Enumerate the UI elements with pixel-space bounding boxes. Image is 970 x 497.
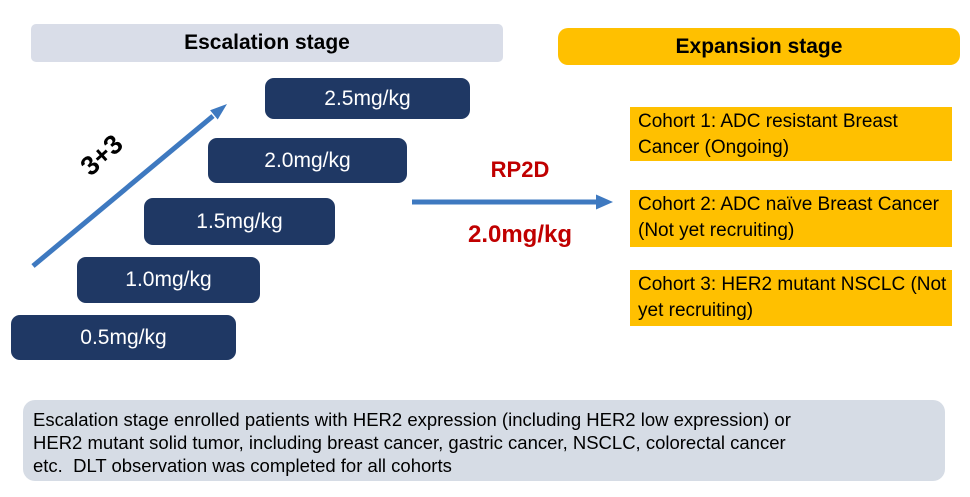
footnote-box: Escalation stage enrolled patients with … (23, 400, 945, 481)
footnote-line: HER2 mutant solid tumor, including breas… (33, 432, 786, 453)
dose-box-2.0mgkg: 2.0mg/kg (208, 138, 407, 183)
footnote-line: etc. DLT observation was completed for a… (33, 455, 452, 476)
cohort-3-box: Cohort 3: HER2 mutant NSCLC (Not yet rec… (630, 270, 952, 326)
expansion-stage-header: Expansion stage (558, 28, 960, 65)
dose-escalation-arrow-icon (31, 104, 227, 268)
footnote-line: Escalation stage enrolled patients with … (33, 409, 791, 430)
cohort-1-box: Cohort 1: ADC resistant Breast Cancer (O… (630, 107, 952, 161)
cohort-2-box: Cohort 2: ADC naïve Breast Cancer (Not y… (630, 190, 952, 247)
rp2d-arrow-icon (412, 194, 613, 210)
dose-box-1.0mgkg: 1.0mg/kg (77, 257, 260, 303)
escalation-stage-header: Escalation stage (31, 24, 503, 62)
dose-box-0.5mgkg: 0.5mg/kg (11, 315, 236, 360)
rp2d-label: RP2D (490, 157, 550, 182)
dose-box-2.5mgkg: 2.5mg/kg (265, 78, 470, 119)
dose-box-1.5mgkg: 1.5mg/kg (144, 198, 335, 245)
rp2d-dose-label: 2.0mg/kg (467, 221, 573, 248)
